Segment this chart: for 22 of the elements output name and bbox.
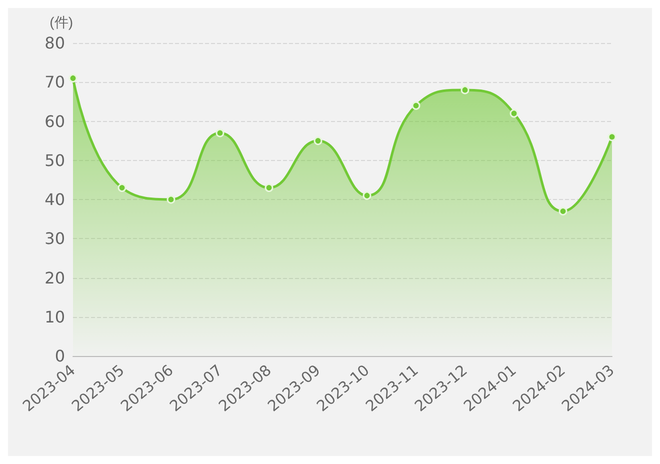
point [118, 184, 126, 192]
y-tick-label: 20 [44, 268, 65, 288]
point [166, 195, 176, 204]
y-tick-label: 70 [44, 72, 65, 92]
point [412, 101, 420, 110]
y-axis-title: (件) [50, 14, 73, 30]
y-tick-label: 0 [54, 346, 65, 366]
point [608, 132, 616, 142]
point [314, 136, 322, 146]
y-tick-label: 40 [44, 190, 65, 209]
y-tick-label: 30 [44, 229, 65, 248]
point [264, 184, 274, 192]
point [460, 86, 470, 94]
y-tick-label: 10 [44, 307, 65, 326]
point [558, 206, 568, 216]
y-tick-label: 60 [44, 112, 65, 131]
point [362, 191, 372, 200]
point [68, 74, 78, 82]
point [216, 128, 224, 138]
y-tick-label: 80 [44, 34, 65, 52]
y-tick-label: 50 [44, 150, 65, 170]
point [510, 109, 518, 118]
